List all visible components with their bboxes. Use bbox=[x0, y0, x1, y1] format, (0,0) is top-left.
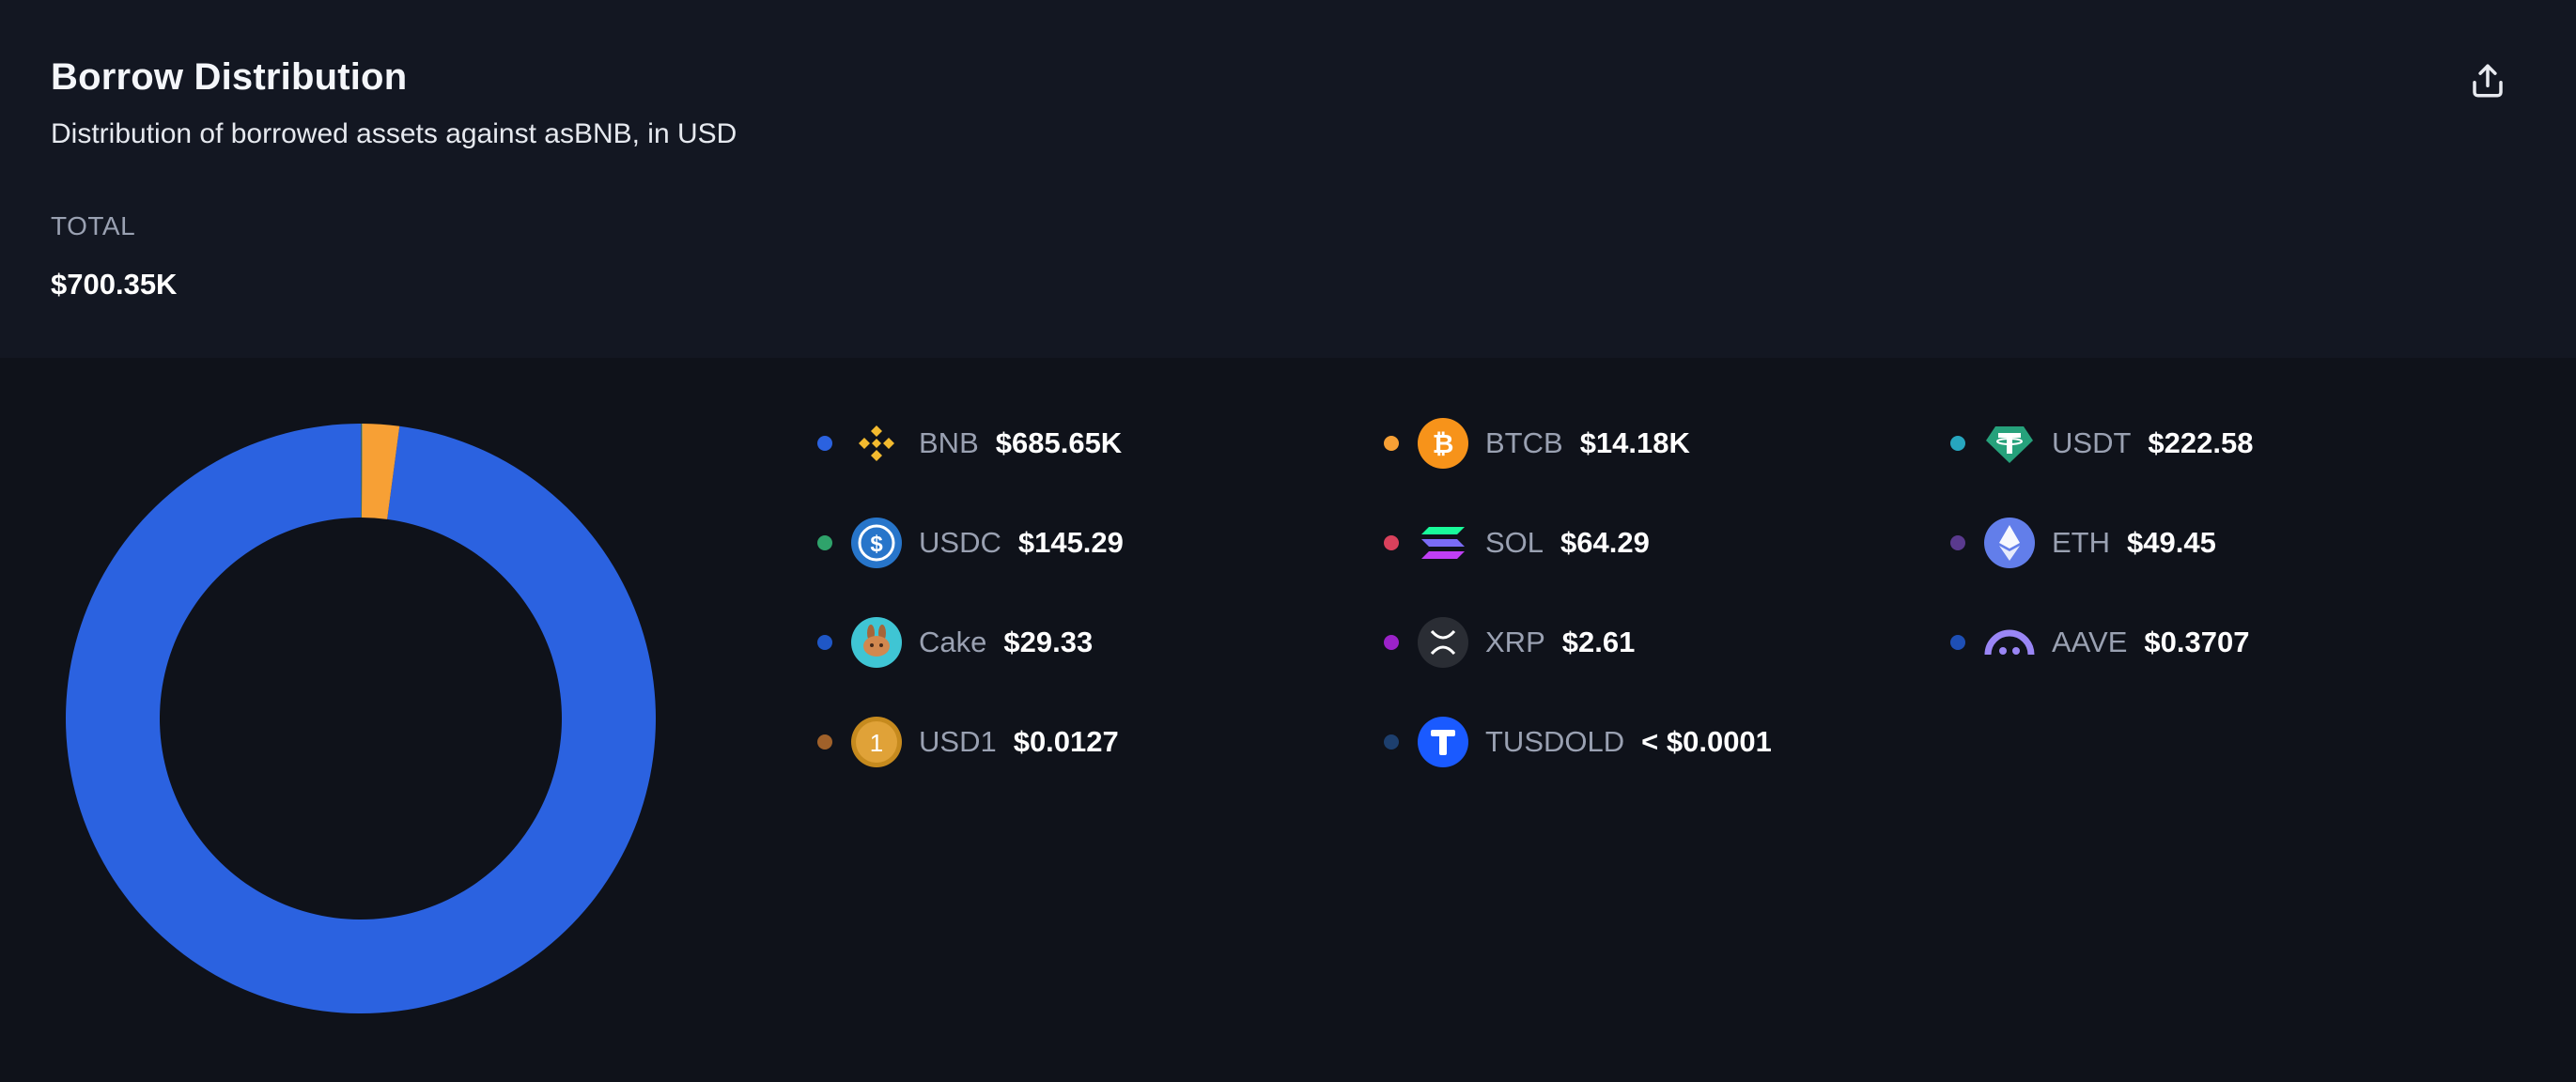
legend-dot bbox=[1950, 635, 1965, 650]
trueusd-icon bbox=[1418, 717, 1468, 767]
legend-dot bbox=[817, 635, 832, 650]
legend-value: $49.45 bbox=[2127, 526, 2216, 559]
share-upload-icon bbox=[2473, 64, 2503, 98]
legend-symbol: USDT bbox=[2052, 426, 2132, 459]
donut-slice-bnb[interactable] bbox=[66, 424, 656, 1013]
legend-value: $685.65K bbox=[995, 426, 1123, 459]
xrp-icon bbox=[1418, 617, 1468, 668]
legend-item-usd1[interactable]: 1 USD1 $0.0127 bbox=[817, 692, 1384, 792]
legend-dot bbox=[1950, 436, 1965, 451]
legend-item-sol[interactable]: SOL $64.29 bbox=[1384, 493, 1950, 593]
legend-item-bnb[interactable]: BNB $685.65K bbox=[817, 394, 1384, 493]
aave-icon bbox=[1984, 617, 2035, 668]
legend-symbol: USDC bbox=[919, 526, 1001, 559]
legend-item-usdc[interactable]: $ USDC $145.29 bbox=[817, 493, 1384, 593]
legend-value: $145.29 bbox=[1017, 526, 1124, 559]
bnb-icon bbox=[851, 418, 902, 469]
ethereum-icon bbox=[1984, 518, 2035, 568]
total-value: $700.35K bbox=[51, 268, 178, 301]
svg-text:1: 1 bbox=[870, 729, 883, 757]
legend-symbol: AAVE bbox=[2052, 626, 2128, 658]
legend-symbol: XRP bbox=[1485, 626, 1545, 658]
legend-value: $2.61 bbox=[1561, 626, 1636, 658]
legend-value: $0.0127 bbox=[1013, 725, 1119, 758]
export-button[interactable] bbox=[2463, 56, 2512, 105]
svg-text:₿: ₿ bbox=[1433, 429, 1454, 458]
legend-value: $0.3707 bbox=[2144, 626, 2250, 658]
legend-item-cake[interactable]: Cake $29.33 bbox=[817, 593, 1384, 692]
tether-icon bbox=[1984, 418, 2035, 469]
card-subtitle: Distribution of borrowed assets against … bbox=[51, 118, 737, 149]
solana-icon bbox=[1418, 518, 1468, 568]
legend-symbol: ETH bbox=[2052, 526, 2110, 559]
legend-dot bbox=[1384, 436, 1399, 451]
bitcoin-icon: ₿ bbox=[1418, 418, 1468, 469]
legend-item-tusdold[interactable]: TUSDOLD < $0.0001 bbox=[1384, 692, 1950, 792]
legend-dot bbox=[1384, 535, 1399, 550]
legend-symbol: BNB bbox=[919, 426, 979, 459]
legend-dot bbox=[817, 436, 832, 451]
pancake-icon bbox=[851, 617, 902, 668]
total-label: TOTAL bbox=[51, 211, 136, 240]
card-title: Borrow Distribution bbox=[51, 56, 408, 98]
usdc-icon: $ bbox=[851, 518, 902, 568]
legend-dot bbox=[1384, 635, 1399, 650]
legend-value: $29.33 bbox=[1003, 626, 1094, 658]
legend-value: < $0.0001 bbox=[1641, 725, 1772, 758]
legend-symbol: SOL bbox=[1485, 526, 1544, 559]
legend-item-btcb[interactable]: ₿ BTCB $14.18K bbox=[1384, 394, 1950, 493]
usd1-icon: 1 bbox=[851, 717, 902, 767]
donut-slice-btcb[interactable] bbox=[361, 424, 400, 519]
chart-area: BNB $685.65K ₿ BTCB $14.18K USDT $222.58 $ USDC $… bbox=[0, 358, 2576, 1082]
legend-symbol: Cake bbox=[919, 626, 987, 658]
legend-value: $14.18K bbox=[1579, 426, 1690, 459]
legend-item-usdt[interactable]: USDT $222.58 bbox=[1950, 394, 2517, 493]
donut-slice-usdt[interactable] bbox=[361, 424, 363, 518]
donut-chart bbox=[66, 424, 656, 1013]
donut-slice-usdc[interactable] bbox=[361, 424, 362, 518]
legend-symbol: USD1 bbox=[919, 725, 997, 758]
legend: BNB $685.65K ₿ BTCB $14.18K USDT $222.58 $ USDC $… bbox=[817, 394, 2546, 792]
legend-value: $222.58 bbox=[2148, 426, 2254, 459]
legend-value: $64.29 bbox=[1560, 526, 1650, 559]
legend-symbol: TUSDOLD bbox=[1485, 725, 1625, 758]
legend-dot bbox=[1384, 734, 1399, 750]
svg-text:$: $ bbox=[870, 532, 883, 557]
legend-symbol: BTCB bbox=[1485, 426, 1563, 459]
legend-dot bbox=[817, 535, 832, 550]
legend-dot bbox=[1950, 535, 1965, 550]
legend-item-xrp[interactable]: XRP $2.61 bbox=[1384, 593, 1950, 692]
card-header: Borrow Distribution Distribution of borr… bbox=[0, 0, 2576, 358]
legend-dot bbox=[817, 734, 832, 750]
legend-item-aave[interactable]: AAVE $0.3707 bbox=[1950, 593, 2517, 692]
legend-item-eth[interactable]: ETH $49.45 bbox=[1950, 493, 2517, 593]
